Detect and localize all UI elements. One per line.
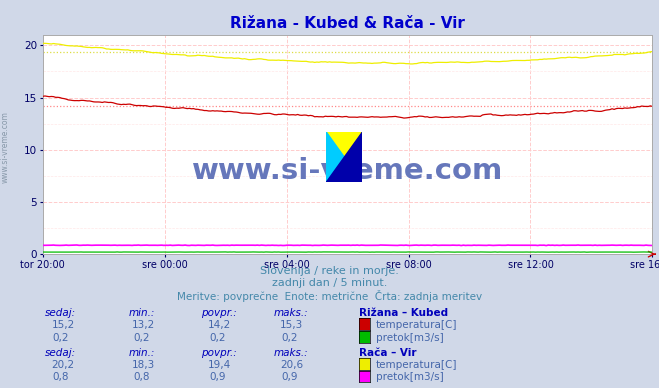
Text: 15,2: 15,2 (51, 320, 74, 330)
Text: 0,2: 0,2 (53, 333, 69, 343)
Text: 0,8: 0,8 (133, 372, 150, 382)
Text: 0,9: 0,9 (281, 372, 298, 382)
Text: www.si-vreme.com: www.si-vreme.com (192, 157, 503, 185)
Text: Rača – Vir: Rača – Vir (359, 348, 416, 358)
Text: 20,2: 20,2 (51, 360, 74, 370)
Text: 14,2: 14,2 (208, 320, 231, 330)
Text: pretok[m3/s]: pretok[m3/s] (376, 333, 444, 343)
Text: min.:: min.: (129, 308, 155, 318)
Polygon shape (326, 132, 362, 182)
Text: 0,8: 0,8 (53, 372, 69, 382)
Text: temperatura[C]: temperatura[C] (376, 360, 457, 370)
Text: maks.:: maks.: (273, 308, 308, 318)
Text: Meritve: povprečne  Enote: metrične  Črta: zadnja meritev: Meritve: povprečne Enote: metrične Črta:… (177, 289, 482, 301)
Text: www.si-vreme.com: www.si-vreme.com (1, 111, 10, 184)
Text: 13,2: 13,2 (132, 320, 155, 330)
Polygon shape (326, 132, 362, 182)
Text: min.:: min.: (129, 348, 155, 358)
Text: 20,6: 20,6 (280, 360, 303, 370)
Text: Rižana – Kubed: Rižana – Kubed (359, 308, 448, 318)
Text: 18,3: 18,3 (132, 360, 155, 370)
Text: 15,3: 15,3 (280, 320, 303, 330)
Text: 19,4: 19,4 (208, 360, 231, 370)
Text: pretok[m3/s]: pretok[m3/s] (376, 372, 444, 382)
Text: 0,9: 0,9 (209, 372, 225, 382)
Text: Slovenija / reke in morje.: Slovenija / reke in morje. (260, 265, 399, 275)
Text: sedaj:: sedaj: (45, 348, 76, 358)
Text: maks.:: maks.: (273, 348, 308, 358)
Title: Rižana - Kubed & Rača - Vir: Rižana - Kubed & Rača - Vir (230, 16, 465, 31)
Text: povpr.:: povpr.: (201, 348, 237, 358)
Text: temperatura[C]: temperatura[C] (376, 320, 457, 330)
Text: povpr.:: povpr.: (201, 308, 237, 318)
Text: 0,2: 0,2 (133, 333, 150, 343)
Text: 0,2: 0,2 (209, 333, 225, 343)
Text: sedaj:: sedaj: (45, 308, 76, 318)
Text: 0,2: 0,2 (281, 333, 298, 343)
Polygon shape (326, 132, 362, 182)
Text: zadnji dan / 5 minut.: zadnji dan / 5 minut. (272, 278, 387, 288)
